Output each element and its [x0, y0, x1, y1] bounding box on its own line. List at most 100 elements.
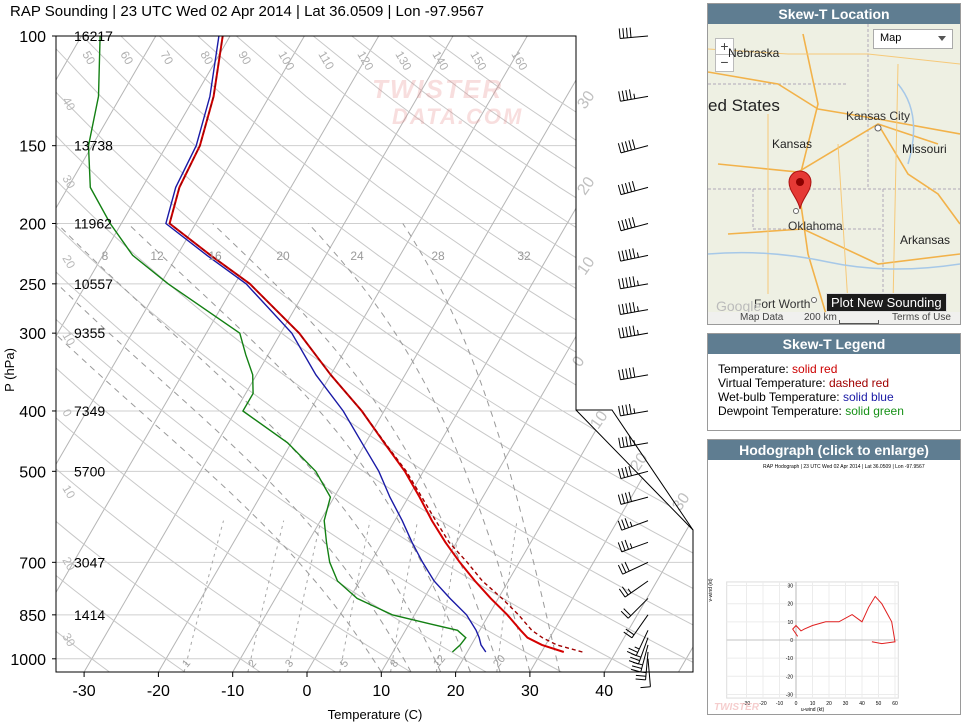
wind-barb-flag [618, 588, 626, 598]
wind-barb [640, 658, 651, 689]
chevron-down-icon [938, 36, 946, 41]
wind-barb-staff [620, 496, 649, 505]
wind-barb-flag [624, 219, 629, 229]
map-footer: Map Data 200 km Terms of Use [708, 312, 960, 324]
mixing-ratio-label: 2 [246, 658, 259, 670]
wind-barb [617, 518, 649, 531]
wind-barb-half-flag [636, 306, 639, 312]
isotherm-line [56, 36, 305, 672]
wind-barb-flag [617, 220, 622, 231]
mixing-ratio-label: 5 [338, 658, 351, 670]
moist-adiabat-label: 24 [350, 249, 364, 263]
wind-barb-half-flag [636, 252, 639, 258]
dry-adiabat-line [56, 36, 693, 672]
dry-adiabat-line [56, 36, 261, 672]
wind-barb-staff [627, 598, 649, 619]
hodograph-panel[interactable]: Hodograph (click to enlarge) RAP Hodogra… [707, 439, 961, 715]
terms-of-use-link[interactable]: Terms of Use [892, 312, 951, 323]
map-zoom-out-button[interactable]: − [715, 54, 734, 72]
mixing-ratio-line [435, 520, 461, 672]
dry-adiabat-label: 60 [117, 49, 136, 68]
wind-barb-flag [621, 327, 625, 338]
wind-barb-staff [620, 374, 649, 381]
y-axis-label: P (hPa) [2, 348, 17, 392]
legend-item-wet-bulb: Wet-bulb Temperature: solid blue [718, 390, 894, 404]
wind-barb-staff [620, 283, 649, 290]
plot-new-sounding-button[interactable]: Plot New Sounding [826, 293, 947, 312]
pressure-tick-label: 1000 [10, 652, 46, 669]
wind-barb-staff [620, 186, 649, 196]
wind-barb-staff [620, 145, 649, 154]
map-label-states: ed States [708, 96, 780, 115]
height-label: 11962 [74, 215, 112, 231]
hodograph-ytick: 20 [787, 602, 793, 608]
wind-barb-flag [621, 586, 629, 596]
moist-adiabat-line [127, 223, 471, 672]
legend-item-temperature: Temperature: solid red [718, 362, 838, 376]
hodograph-xtick: -20 [759, 701, 766, 707]
wind-barb-flag [628, 403, 632, 415]
isotherm-label: 40 [59, 95, 78, 114]
map-type-select[interactable]: Map [873, 29, 953, 49]
wind-barb-flag [635, 678, 646, 681]
isotherm-label: 30 [59, 631, 78, 650]
x-axis-label: Temperature (C) [328, 707, 423, 722]
wind-barb-staff [624, 580, 649, 598]
isotherm-line [157, 36, 528, 672]
location-map[interactable]: + − Map Nebraska ed States Kansas City K… [708, 24, 960, 324]
wind-barb [617, 139, 649, 154]
wind-barb [635, 651, 649, 681]
wind-barb-flag [618, 369, 621, 380]
map-background [708, 24, 960, 324]
moist-adiabat-line [307, 223, 531, 672]
wind-barb-flag [632, 302, 636, 313]
height-label: 7349 [74, 403, 105, 419]
wind-barb-flag [625, 277, 629, 288]
hodograph-watermark: TWISTER [714, 702, 760, 713]
wind-barb-flag [628, 276, 632, 287]
wind-barb-flag [621, 405, 625, 416]
wind-barb-half-flag [629, 521, 633, 527]
isotherm-label: 30 [669, 490, 693, 514]
pressure-tick-label: 400 [19, 404, 46, 421]
map-data-link[interactable]: Map Data [740, 312, 784, 323]
dry-adiabat-line [236, 36, 693, 672]
dry-adiabat-line [274, 36, 693, 672]
wind-barb-flag [625, 249, 629, 260]
wind-barb-staff [635, 630, 649, 656]
mixing-ratio-line [183, 520, 224, 672]
wind-barb-flag [624, 518, 629, 528]
page-title: RAP Sounding | 23 UTC Wed 02 Apr 2014 | … [10, 3, 484, 20]
wind-barb-flag [617, 542, 623, 553]
wind-barb-half-flag [633, 408, 636, 414]
hodograph-chart[interactable]: RAP Hodograph | 23 UTC Wed 02 Apr 2014 |… [708, 460, 960, 714]
wind-barb-half-flag [636, 280, 639, 286]
wind-barb-staff [620, 95, 649, 102]
temperature-tick-label: 40 [595, 683, 613, 700]
wind-barb-flag [624, 561, 630, 572]
wind-barb-flag [621, 467, 625, 478]
mixing-ratio-label: 3 [283, 658, 296, 670]
google-logo: Google [716, 298, 762, 314]
isotherm-label: 30 [59, 173, 78, 192]
hodograph-xtick: -30 [743, 701, 750, 707]
moist-adiabat-line [402, 223, 561, 672]
wind-barb-flag [628, 89, 632, 100]
wind-barb-flag [625, 404, 629, 415]
hodograph-panel-title[interactable]: Hodograph (click to enlarge) [708, 440, 960, 460]
wind-barb-flag [625, 628, 635, 636]
height-label: 5700 [74, 463, 105, 479]
wind-barb-flag [630, 668, 641, 673]
dry-adiabat-label: 80 [197, 49, 216, 68]
wind-barb-flag [624, 539, 629, 550]
isotherm-line [678, 36, 693, 672]
map-marker-icon[interactable] [787, 170, 813, 210]
wind-barb-half-flag [633, 93, 636, 99]
dry-adiabat-line [197, 36, 693, 672]
wind-barb-flag [632, 325, 636, 336]
dry-adiabat-line [56, 36, 487, 672]
wind-barb-flag [625, 436, 629, 447]
hodograph-xtick: 10 [810, 701, 816, 707]
map-label-kansas-city: Kansas City [846, 109, 911, 123]
